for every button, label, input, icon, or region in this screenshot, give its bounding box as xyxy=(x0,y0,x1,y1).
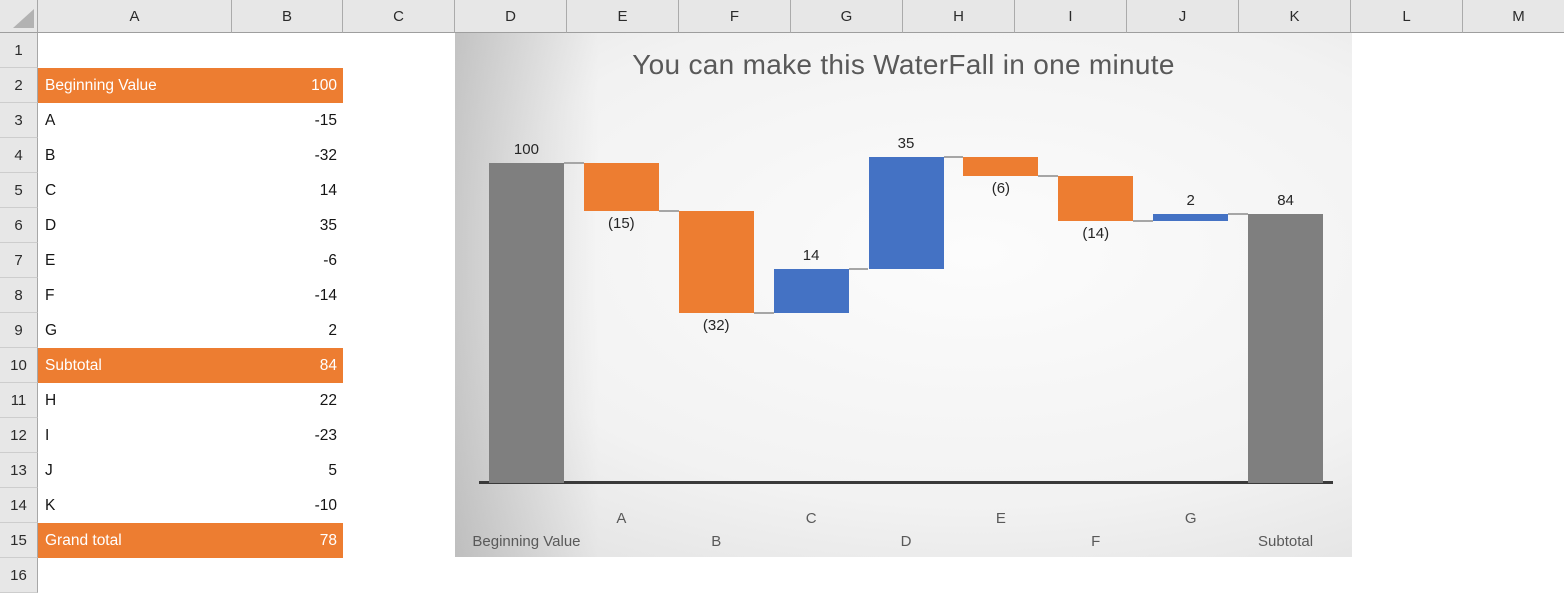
cell-B5[interactable]: 14 xyxy=(319,181,337,199)
row-header-14[interactable]: 14 xyxy=(0,488,38,523)
cell-B9[interactable]: 2 xyxy=(328,321,337,339)
x-axis-label-b[interactable]: B xyxy=(711,533,722,550)
chart-title[interactable]: You can make this WaterFall in one minut… xyxy=(632,49,1175,80)
cell-A8[interactable]: F xyxy=(45,286,55,304)
cell-B2[interactable]: 100 xyxy=(232,68,343,103)
column-header-G[interactable]: G xyxy=(791,0,903,33)
cell-B15[interactable]: 78 xyxy=(232,523,343,558)
column-header-I[interactable]: I xyxy=(1015,0,1127,33)
column-header-M[interactable]: M xyxy=(1463,0,1564,33)
cell-B8[interactable]: -14 xyxy=(314,286,337,304)
data-label-e[interactable]: (6) xyxy=(991,179,1011,197)
cell-A12[interactable]: I xyxy=(45,426,50,444)
connector-line xyxy=(563,162,584,164)
data-label-c[interactable]: 14 xyxy=(802,246,820,264)
data-label-beginning-value[interactable]: 100 xyxy=(513,141,539,158)
cell-B10[interactable]: 84 xyxy=(232,348,343,383)
row-header-7[interactable]: 7 xyxy=(0,243,38,278)
select-all-triangle-icon xyxy=(13,9,34,28)
column-header-C[interactable]: C xyxy=(343,0,455,33)
bar-g[interactable] xyxy=(1153,214,1229,221)
bar-subtotal[interactable] xyxy=(1248,214,1324,483)
column-header-B[interactable]: B xyxy=(232,0,343,33)
cell-A5[interactable]: C xyxy=(45,181,57,199)
cell-B4[interactable]: -32 xyxy=(314,146,337,164)
cell-A10[interactable]: Subtotal xyxy=(38,348,232,383)
cell-A15[interactable]: Grand total xyxy=(38,523,232,558)
x-axis-label-a[interactable]: A xyxy=(616,510,627,527)
cell-A6[interactable]: D xyxy=(45,216,57,234)
row-header-12[interactable]: 12 xyxy=(0,418,38,453)
row-header-15[interactable]: 15 xyxy=(0,523,38,558)
row-header-13[interactable]: 13 xyxy=(0,453,38,488)
cell-B6[interactable]: 35 xyxy=(319,216,337,234)
row-header-5[interactable]: 5 xyxy=(0,173,38,208)
row-header-8[interactable]: 8 xyxy=(0,278,38,313)
bar-beginning-value[interactable] xyxy=(488,163,564,483)
select-all-corner[interactable] xyxy=(0,0,38,33)
cell-B14[interactable]: -10 xyxy=(314,496,337,514)
cell-A4[interactable]: B xyxy=(45,146,56,164)
cell-B3[interactable]: -15 xyxy=(314,111,337,129)
data-label-g[interactable]: 2 xyxy=(1186,192,1195,210)
column-header-H[interactable]: H xyxy=(903,0,1015,33)
row-header-11[interactable]: 11 xyxy=(0,383,38,418)
cell-A13[interactable]: J xyxy=(45,461,53,479)
row-header-6[interactable]: 6 xyxy=(0,208,38,243)
column-header-A[interactable]: A xyxy=(38,0,232,33)
cell-A9[interactable]: G xyxy=(45,321,58,339)
connector-line xyxy=(848,267,869,270)
cell-A7[interactable]: E xyxy=(45,251,56,269)
plot-area: 100 (15) (32) 14 35 (6) (14) 2 84 Beginning Value… xyxy=(455,33,1352,557)
bar-f[interactable] xyxy=(1058,175,1134,221)
column-header-E[interactable]: E xyxy=(567,0,679,33)
cell-B13[interactable]: 5 xyxy=(328,461,337,479)
x-axis-label-d[interactable]: D xyxy=(900,533,912,550)
connector-line xyxy=(1038,174,1059,177)
x-axis-label-e[interactable]: E xyxy=(995,510,1006,527)
row-header-4[interactable]: 4 xyxy=(0,138,38,173)
cell-A14[interactable]: K xyxy=(45,496,56,514)
connector-line xyxy=(1228,213,1249,216)
data-label-d[interactable]: 35 xyxy=(897,134,915,152)
row-header-16[interactable]: 16 xyxy=(0,558,38,593)
bar-d[interactable] xyxy=(868,156,944,269)
column-header-L[interactable]: L xyxy=(1351,0,1463,33)
connector-line xyxy=(943,155,964,158)
data-label-b[interactable]: (32) xyxy=(702,317,730,335)
data-label-subtotal[interactable]: 84 xyxy=(1277,192,1294,210)
cell-A11[interactable]: H xyxy=(45,391,57,409)
row-header-2[interactable]: 2 xyxy=(0,68,38,103)
x-axis-label-f[interactable]: F xyxy=(1091,533,1101,550)
row-header-3[interactable]: 3 xyxy=(0,103,38,138)
x-axis-label-g[interactable]: G xyxy=(1184,510,1197,527)
cell-B7[interactable]: -6 xyxy=(323,251,337,269)
x-axis-label-c[interactable]: C xyxy=(805,510,817,527)
connector-line xyxy=(753,312,774,315)
x-axis-line[interactable] xyxy=(479,481,1333,484)
row-header-1[interactable]: 1 xyxy=(0,33,38,68)
row-header-9[interactable]: 9 xyxy=(0,313,38,348)
cell-B11[interactable]: 22 xyxy=(319,391,337,409)
bar-e[interactable] xyxy=(963,156,1039,176)
waterfall-chart[interactable]: You can make this WaterFall in one minut… xyxy=(455,33,1352,557)
connector-line xyxy=(658,210,679,212)
cell-A2[interactable]: Beginning Value xyxy=(38,68,232,103)
column-header-K[interactable]: K xyxy=(1239,0,1351,33)
bar-a[interactable] xyxy=(583,163,659,211)
column-header-F[interactable]: F xyxy=(679,0,791,33)
bar-c[interactable] xyxy=(773,268,849,314)
data-label-f[interactable]: (14) xyxy=(1082,224,1110,242)
x-axis-label-subtotal[interactable]: Subtotal xyxy=(1258,533,1314,550)
column-header-J[interactable]: J xyxy=(1127,0,1239,33)
connector-line xyxy=(1133,219,1154,222)
x-axis-label-beginning-value[interactable]: Beginning Value xyxy=(472,533,581,550)
cell-B12[interactable]: -23 xyxy=(314,426,337,444)
data-label-a[interactable]: (15) xyxy=(607,215,635,232)
bar-b[interactable] xyxy=(678,211,754,314)
column-header-D[interactable]: D xyxy=(455,0,567,33)
row-header-10[interactable]: 10 xyxy=(0,348,38,383)
cell-A3[interactable]: A xyxy=(45,111,56,129)
